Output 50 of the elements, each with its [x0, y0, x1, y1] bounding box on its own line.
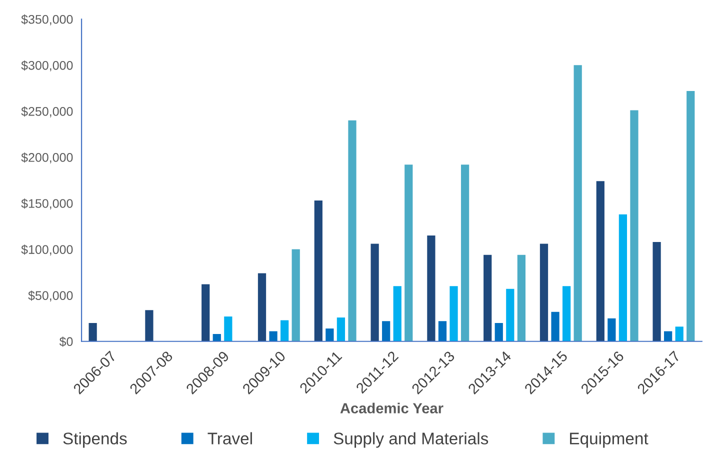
- bar: [494, 322, 503, 342]
- bar: [517, 254, 526, 342]
- bar: [326, 328, 334, 342]
- y-tick-label: $150,000: [21, 198, 73, 210]
- bar: [460, 164, 470, 342]
- legend-label: Supply and Materials: [334, 432, 488, 448]
- bar: [224, 316, 232, 342]
- bar: [314, 200, 322, 342]
- bar: [382, 321, 390, 342]
- y-tick-label: $250,000: [21, 106, 73, 118]
- y-tick-label: $50,000: [28, 290, 73, 302]
- bar: [450, 286, 458, 342]
- legend-label: Travel: [208, 432, 252, 444]
- bar: [258, 273, 266, 342]
- bar: [562, 286, 571, 342]
- bar: [393, 286, 402, 342]
- y-tick-label: $350,000: [21, 14, 73, 26]
- bar: [618, 214, 628, 342]
- bar: [427, 236, 436, 342]
- bar: [630, 110, 638, 342]
- bar: [540, 244, 548, 342]
- bar: [292, 249, 300, 342]
- bar: [574, 65, 582, 342]
- bar: [664, 331, 672, 342]
- bar: [88, 322, 97, 342]
- bar: [212, 334, 221, 342]
- bar: [438, 321, 447, 342]
- bar: [348, 120, 356, 342]
- y-tick-label: $200,000: [21, 152, 73, 164]
- bar: [202, 284, 210, 342]
- y-tick-label: $0: [59, 336, 73, 347]
- bar: [608, 318, 616, 342]
- bar: [675, 326, 684, 342]
- bar: [551, 312, 560, 342]
- legend-label: Stipends: [63, 432, 127, 448]
- bar: [370, 244, 379, 342]
- y-tick-label: $100,000: [21, 244, 73, 256]
- legend-label: Equipment: [570, 432, 648, 448]
- bar: [269, 331, 278, 342]
- bar: [652, 242, 661, 342]
- bar: [484, 254, 492, 342]
- bar: [686, 90, 695, 342]
- bar: [336, 317, 346, 342]
- y-tick-label: $300,000: [21, 60, 73, 72]
- bar: [404, 164, 413, 342]
- x-axis-title: Academic Year: [340, 402, 444, 414]
- bar: [506, 288, 514, 342]
- bar: [280, 320, 289, 342]
- bar: [145, 310, 154, 342]
- bar: [596, 181, 604, 342]
